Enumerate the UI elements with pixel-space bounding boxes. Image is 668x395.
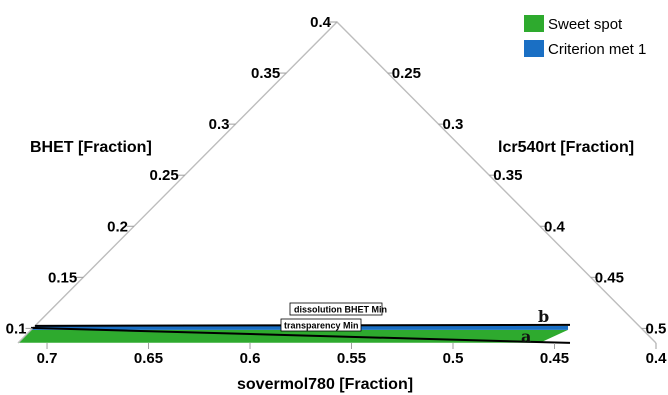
- left-tick-label: 0.15: [48, 269, 77, 286]
- left-tick-label: 0.2: [107, 218, 128, 235]
- legend-label-sweet-spot: Sweet spot: [548, 16, 623, 33]
- contour-label-text-dissolution: dissolution BHET Min: [294, 305, 387, 315]
- contour-label-transparency: transparency Min: [280, 318, 362, 332]
- right-tick-label: 0.45: [595, 269, 624, 286]
- legend-label-criterion-met-1: Criterion met 1: [548, 41, 646, 58]
- right-tick-label: 0.3: [442, 116, 463, 133]
- contour-label-box-transparency: [280, 318, 362, 332]
- region-letter-b: b: [538, 307, 549, 326]
- left-tick-label: 0.35: [251, 65, 280, 82]
- contour-line-transparency: [30, 326, 571, 344]
- left-axis-title: BHET [Fraction]: [30, 139, 152, 156]
- triangle-outline: [17, 21, 657, 344]
- contour-label-box-dissolution: [289, 302, 383, 316]
- left-tick-label: 0.3: [209, 116, 230, 133]
- bottom-axis-title: sovermol780 [Fraction]: [237, 376, 413, 393]
- right-axis-title: lcr540rt [Fraction]: [498, 139, 634, 156]
- contour-label-text-transparency: transparency Min: [284, 321, 359, 331]
- triangle-edge: [17, 21, 657, 344]
- bottom-tick-label: 0.45: [540, 350, 569, 367]
- right-tick-label: 0.5: [645, 320, 666, 337]
- bottom-tick-label: 0.65: [134, 350, 163, 367]
- legend-swatch-criterion-met-1: [524, 40, 544, 57]
- region-letter-a: a: [521, 327, 531, 346]
- contour-label-dissolution: dissolution BHET Min: [289, 302, 387, 316]
- right-tick-label: 0.25: [392, 65, 421, 82]
- left-tick-label: 0.1: [6, 320, 27, 337]
- right-tick-label: 0.35: [493, 167, 522, 184]
- bottom-tick-label: 0.5: [443, 350, 464, 367]
- bottom-tick-label: 0.55: [337, 350, 366, 367]
- bottom-tick-label: 0.7: [37, 350, 58, 367]
- legend-swatch-sweet-spot: [524, 15, 544, 32]
- bottom-tick-label: 0.6: [240, 350, 261, 367]
- tick-labels: 0.4 0.35 0.3 0.25 0.2 0.15 0.1 0.25 0.3 0.35 0.4 0.…: [6, 14, 667, 367]
- left-tick-label: 0.25: [150, 167, 179, 184]
- right-tick-label: 0.4: [544, 218, 566, 235]
- legend: Sweet spot Criterion met 1: [524, 15, 646, 58]
- bottom-tick-label: 0.4: [646, 350, 668, 367]
- left-tick-label: 0.4: [310, 14, 332, 31]
